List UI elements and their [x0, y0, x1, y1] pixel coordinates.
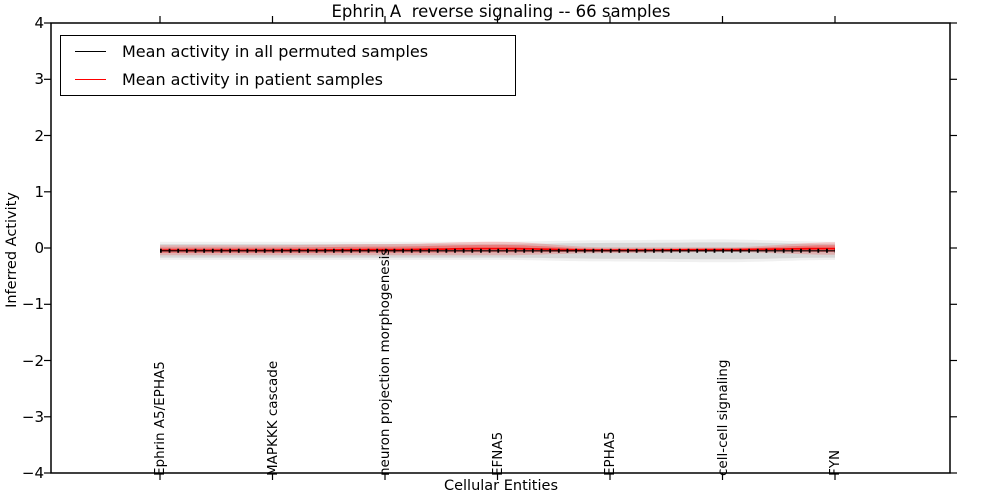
legend: Mean activity in all permuted samples Me…: [60, 35, 516, 96]
y-tick-label: 3: [34, 70, 44, 89]
x-tick-label: EFNA5: [489, 431, 506, 476]
legend-label-permuted: Mean activity in all permuted samples: [122, 42, 429, 61]
y-tick-label: 2: [34, 126, 44, 145]
legend-line-black: [75, 51, 106, 52]
y-tick-label: −1: [21, 295, 44, 314]
y-tick-label: −4: [21, 464, 44, 482]
series-lines: [160, 247, 835, 253]
x-axis-label: Cellular Entities: [443, 478, 559, 494]
y-tick-label: 0: [34, 239, 44, 257]
plot-border: [50, 22, 951, 474]
legend-label-patient: Mean activity in patient samples: [122, 70, 383, 89]
x-tick-label: neuron projection morphogenesis: [377, 248, 393, 476]
legend-line-red: [75, 79, 106, 80]
legend-row-patient: Mean activity in patient samples: [61, 69, 515, 91]
y-tick-label: −2: [21, 351, 44, 370]
axis-ticks: [44, 16, 957, 480]
x-tick-label: Ephrin A5/EPHA5: [152, 361, 168, 476]
y-tick-label: 4: [34, 14, 44, 32]
x-tick-label: cell-cell signaling: [714, 359, 731, 476]
y-tick-label: 1: [34, 182, 44, 201]
x-tick-label: FYN: [827, 449, 843, 476]
chart-title: Ephrin A reverse signaling -- 66 samples: [331, 2, 671, 21]
x-tick-label: EPHA5: [602, 431, 618, 476]
y-tick-label: −3: [21, 407, 44, 426]
x-tick-label: MAPKKK cascade: [264, 360, 281, 476]
legend-row-permuted: Mean activity in all permuted samples: [61, 41, 515, 63]
